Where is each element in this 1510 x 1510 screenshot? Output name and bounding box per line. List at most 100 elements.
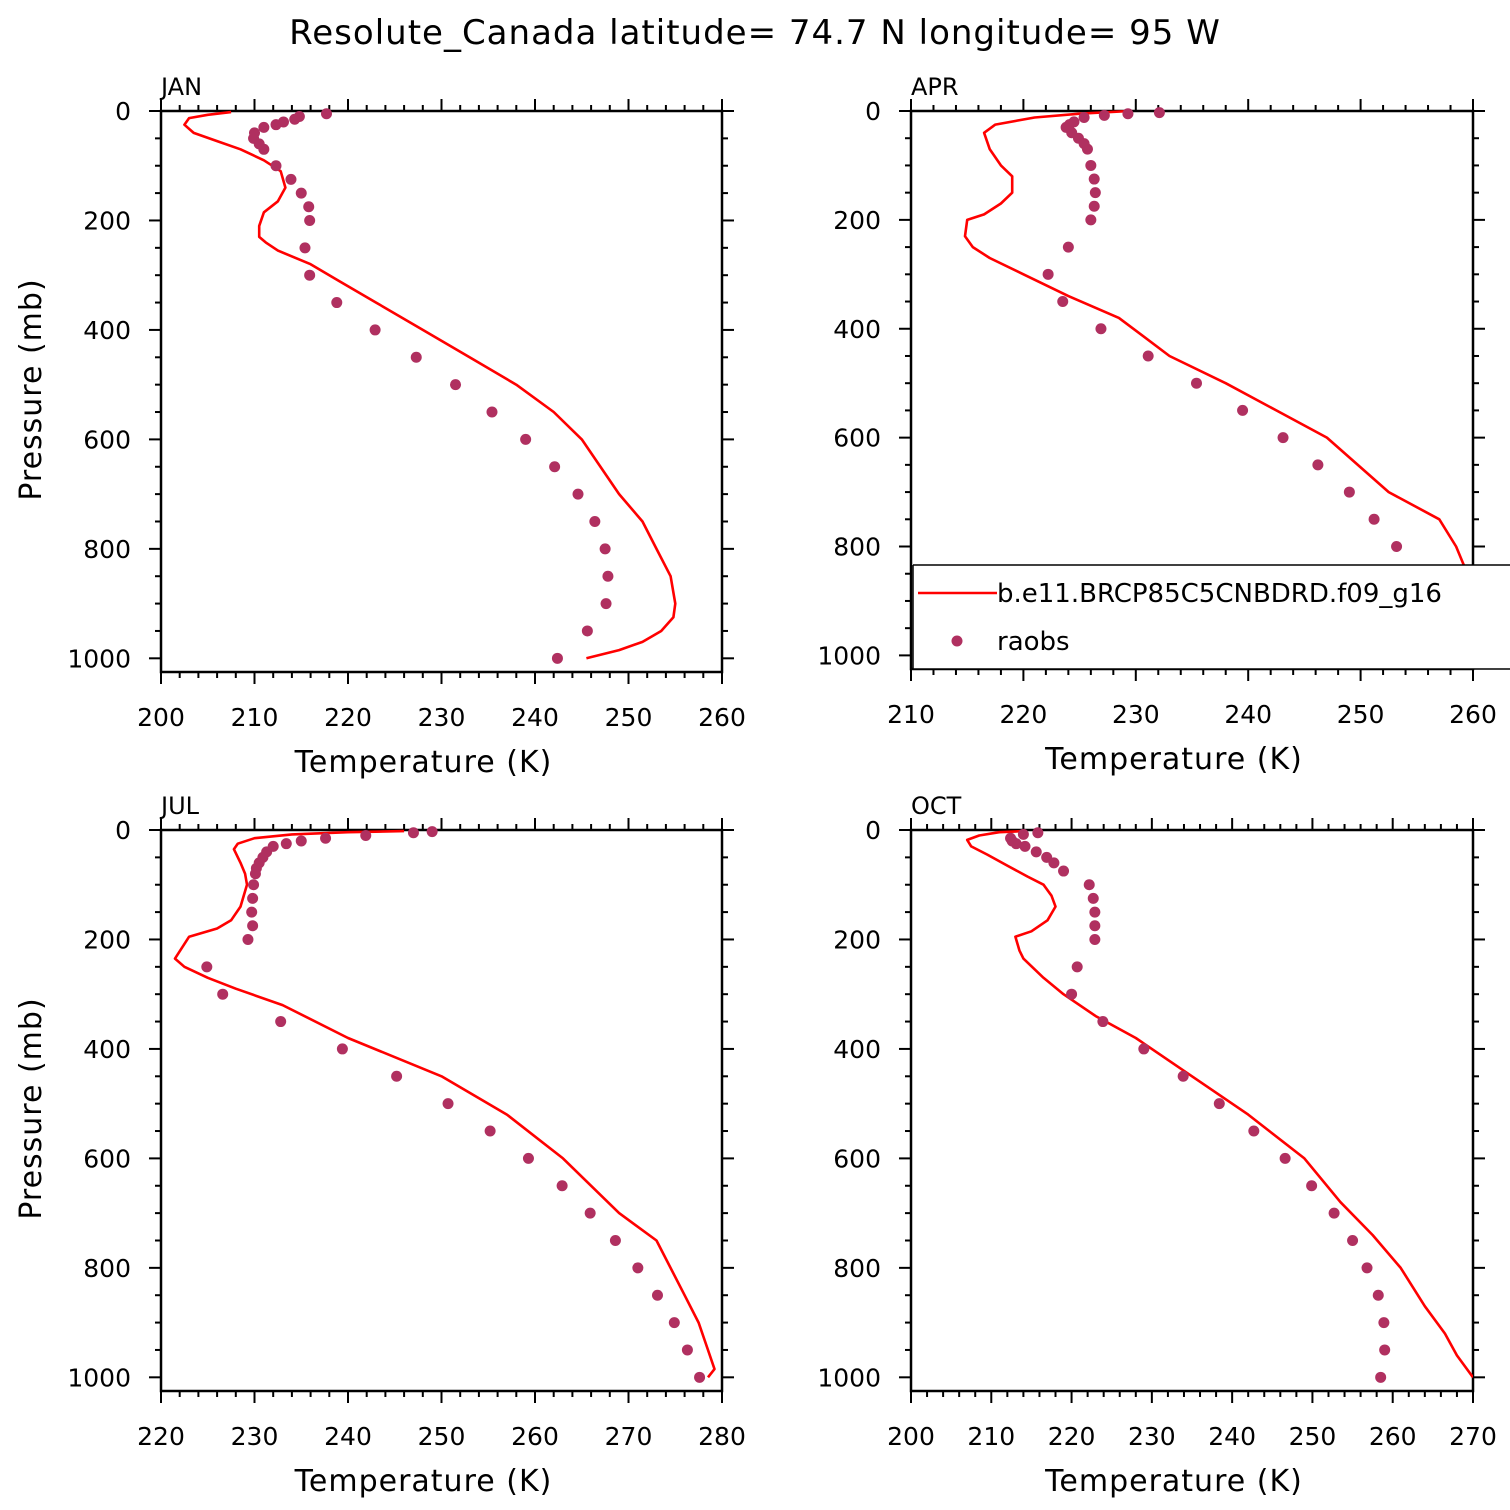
- raobs-point: [600, 598, 612, 610]
- raobs-point: [285, 173, 297, 185]
- raobs-point: [1142, 350, 1154, 362]
- y-tick-label: 400: [83, 1035, 131, 1064]
- plot-data: [173, 826, 716, 1383]
- raobs-point: [1343, 486, 1355, 498]
- raobs-point: [410, 351, 422, 363]
- y-tick-label: 0: [115, 816, 131, 845]
- raobs-point: [1066, 988, 1078, 1000]
- y-tick-label: 1000: [817, 641, 881, 670]
- raobs-point: [1088, 173, 1100, 185]
- y-tick-label: 200: [83, 925, 131, 954]
- raobs-point: [1089, 906, 1101, 918]
- y-tick-label: 400: [83, 316, 131, 345]
- raobs-point: [581, 625, 593, 637]
- raobs-point: [289, 113, 301, 125]
- raobs-point: [270, 160, 282, 172]
- x-tick-label: 220: [1000, 700, 1048, 729]
- y-tick-label: 1000: [817, 1363, 881, 1392]
- panel-title: OCT: [911, 792, 962, 820]
- plot-data: [183, 108, 677, 664]
- x-tick-label: 230: [231, 1422, 279, 1451]
- y-tick-label: 0: [865, 97, 881, 126]
- raobs-point: [247, 892, 259, 904]
- y-tick-label: 800: [833, 1254, 881, 1283]
- legend-point-swatch: [951, 635, 963, 647]
- raobs-point: [295, 835, 307, 847]
- raobs-point: [1032, 827, 1044, 839]
- x-tick-label: 250: [1289, 1422, 1337, 1451]
- raobs-point: [1368, 513, 1380, 525]
- y-tick-label: 600: [83, 425, 131, 454]
- raobs-point: [1010, 838, 1022, 850]
- raobs-point: [1058, 865, 1070, 877]
- y-axis-label: Pressure (mb): [14, 278, 49, 500]
- raobs-point: [1085, 159, 1097, 171]
- raobs-point: [609, 1234, 621, 1246]
- raobs-point: [442, 1098, 454, 1110]
- raobs-point: [1177, 1070, 1189, 1082]
- x-axis-label: Temperature (K): [294, 1464, 553, 1499]
- raobs-point: [320, 108, 332, 120]
- x-tick-label: 200: [887, 1422, 935, 1451]
- x-axis-label: Temperature (K): [1044, 1464, 1303, 1499]
- raobs-point: [1078, 112, 1090, 124]
- raobs-point: [426, 826, 438, 838]
- raobs-point: [1153, 107, 1165, 119]
- y-tick-label: 200: [833, 925, 881, 954]
- raobs-point: [1312, 459, 1324, 471]
- raobs-point: [1095, 323, 1107, 335]
- plot-data: [965, 827, 1473, 1383]
- raobs-point: [304, 269, 316, 281]
- raobs-point: [201, 961, 213, 973]
- raobs-point: [484, 1125, 496, 1137]
- y-tick-label: 800: [833, 533, 881, 562]
- x-tick-label: 250: [418, 1422, 466, 1451]
- x-axis-label: Temperature (K): [294, 745, 553, 780]
- raobs-point: [275, 1016, 287, 1028]
- raobs-point: [1071, 961, 1083, 973]
- raobs-point: [1081, 143, 1093, 155]
- x-tick-label: 250: [1337, 700, 1385, 729]
- plot-frame: [159, 109, 724, 674]
- raobs-point: [360, 829, 372, 841]
- model-profile-line: [183, 110, 677, 660]
- x-tick-label: 220: [1048, 1422, 1096, 1451]
- raobs-point: [589, 515, 601, 527]
- raobs-point: [248, 879, 260, 891]
- x-tick-label: 260: [1369, 1422, 1417, 1451]
- raobs-point: [246, 906, 258, 918]
- raobs-point: [1347, 1234, 1359, 1246]
- x-tick-label: 240: [511, 703, 559, 732]
- y-tick-label: 200: [833, 206, 881, 235]
- raobs-point: [602, 570, 614, 582]
- y-tick-label: 1000: [67, 1363, 131, 1392]
- raobs-point: [1042, 268, 1054, 280]
- raobs-point: [584, 1207, 596, 1219]
- y-tick-label: 400: [833, 315, 881, 344]
- raobs-point: [1372, 1289, 1384, 1301]
- raobs-point: [247, 920, 259, 932]
- x-tick-label: 230: [1128, 1422, 1176, 1451]
- y-tick-label: 800: [83, 535, 131, 564]
- x-tick-label: 260: [1449, 700, 1497, 729]
- raobs-point: [1089, 933, 1101, 945]
- model-profile-line: [965, 829, 1473, 1379]
- raobs-point: [668, 1317, 680, 1329]
- y-tick-label: 0: [115, 97, 131, 126]
- raobs-point: [1306, 1180, 1318, 1192]
- raobs-point: [336, 1043, 348, 1055]
- y-tick-label: 600: [83, 1144, 131, 1173]
- raobs-point: [1248, 1125, 1260, 1137]
- raobs-point: [1379, 1344, 1391, 1356]
- y-tick-label: 200: [83, 206, 131, 235]
- x-tick-label: 260: [511, 1422, 559, 1451]
- raobs-point: [1375, 1371, 1387, 1383]
- raobs-point: [1122, 108, 1134, 120]
- x-tick-label: 220: [137, 1422, 185, 1451]
- raobs-point: [632, 1262, 644, 1274]
- raobs-point: [249, 868, 261, 880]
- x-tick-label: 200: [137, 703, 185, 732]
- raobs-point: [1097, 1016, 1109, 1028]
- raobs-point: [1213, 1098, 1225, 1110]
- x-axis-label: Temperature (K): [1044, 742, 1303, 777]
